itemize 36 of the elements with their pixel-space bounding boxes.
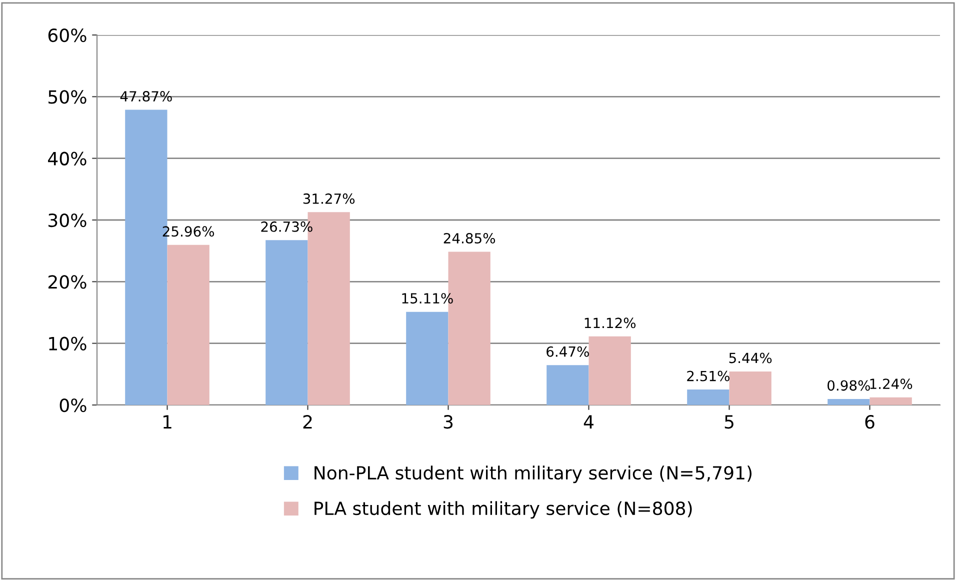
x-tick-label: 5 (724, 415, 734, 429)
x-tick-label: 1 (163, 415, 172, 428)
x-tick-label: 4 (584, 415, 594, 428)
data-label: 0.98% (828, 380, 870, 391)
data-label: 6.47% (546, 346, 589, 357)
bar (687, 390, 730, 405)
x-tick-label: 2 (303, 415, 312, 428)
bar (828, 398, 870, 405)
data-label: 2.51% (687, 370, 730, 382)
x-tick-label: 3 (444, 415, 453, 429)
data-label: 5.44% (729, 352, 772, 364)
data-label: 24.85% (444, 233, 496, 244)
data-label: 15.11% (402, 293, 453, 304)
data-label: 26.73% (261, 221, 312, 232)
data-label: 47.87% (120, 91, 172, 102)
y-tick-label: 10% (49, 336, 86, 350)
bar (588, 336, 631, 405)
bar (167, 244, 210, 405)
y-tick-label: 60% (48, 28, 86, 42)
data-label: 25.96% (162, 226, 214, 237)
data-label: 11.12% (584, 318, 636, 328)
y-tick-label: 30% (48, 213, 86, 228)
bar (729, 371, 772, 405)
y-tick-label: 40% (48, 152, 86, 166)
y-tick-label: 0% (60, 398, 86, 412)
legend-label: PLA student with military service (N=808) (314, 501, 692, 519)
y-tick-label: 50% (48, 90, 86, 104)
bar (406, 312, 448, 405)
x-tick-label: 6 (865, 415, 874, 429)
bar (266, 240, 308, 405)
legend-label: Non-PLA student with military service (N=5,791) (314, 466, 752, 484)
data-label: 1.24% (870, 378, 912, 390)
y-tick-label: 20% (48, 275, 86, 289)
data-label: 31.27% (303, 193, 355, 204)
bar (870, 397, 912, 405)
bar (546, 365, 589, 405)
